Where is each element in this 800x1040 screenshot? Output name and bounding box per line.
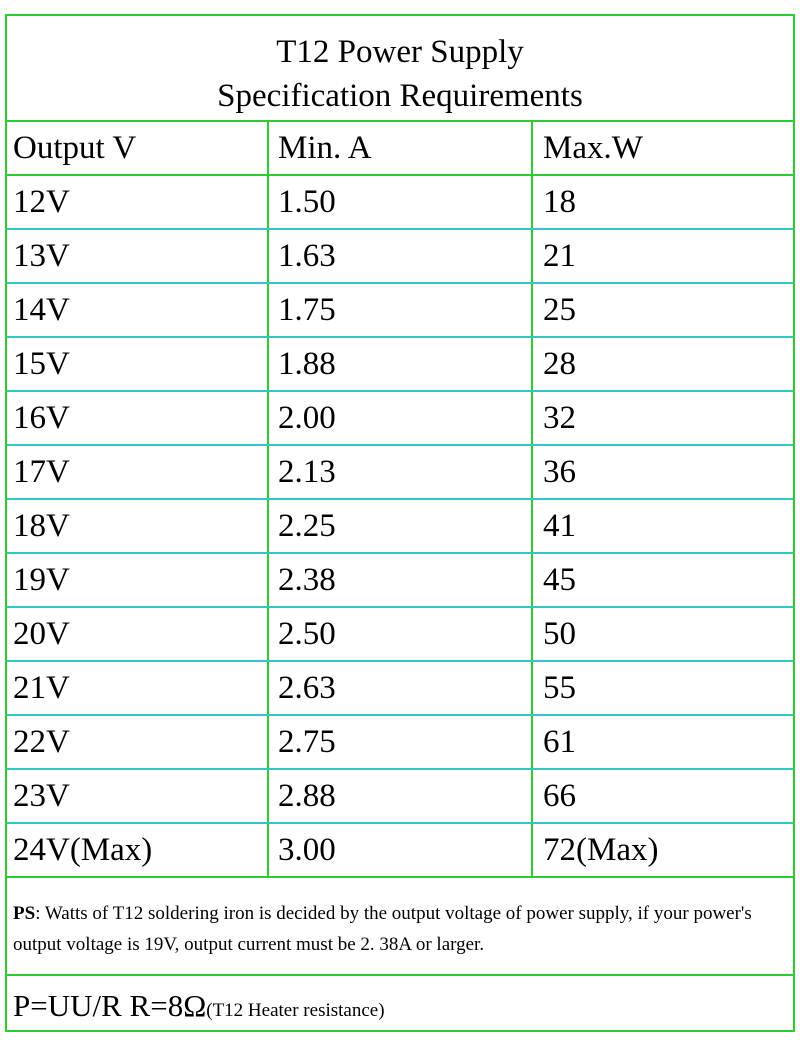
table-row: 22V 2.75 61 (7, 716, 793, 770)
table-row: 20V 2.50 50 (7, 608, 793, 662)
formula: P=UU/R R=8Ω(T12 Heater resistance) (7, 976, 793, 1024)
title: T12 Power Supply Specification Requireme… (7, 16, 793, 122)
table-cell: 2.13 (269, 446, 533, 498)
table-row: 15V 1.88 28 (7, 338, 793, 392)
table-cell: 22V (7, 716, 269, 768)
table-cell: 15V (7, 338, 269, 390)
table-cell: 2.63 (269, 662, 533, 714)
table-row: 24V(Max) 3.00 72(Max) (7, 824, 793, 878)
table-row: 23V 2.88 66 (7, 770, 793, 824)
table-cell: 25 (543, 292, 576, 328)
table-cell: 1.75 (269, 284, 533, 336)
table-cell: 61 (543, 724, 576, 760)
table-row: 17V 2.13 36 (7, 446, 793, 500)
title-line: T12 Power Supply (276, 34, 524, 70)
formula-main: P=UU/R R=8Ω (13, 988, 207, 1023)
table-cell: 16V (7, 392, 269, 444)
table-cell: 28 (543, 346, 576, 382)
table-cell: 1.63 (269, 230, 533, 282)
table-cell: 32 (543, 400, 576, 436)
table-cell: 55 (543, 670, 576, 706)
table-row: 21V 2.63 55 (7, 662, 793, 716)
table-cell: 45 (543, 562, 576, 598)
table-row: 19V 2.38 45 (7, 554, 793, 608)
table-cell: 2.75 (269, 716, 533, 768)
table-cell: 2.00 (269, 392, 533, 444)
table-row: 13V 1.63 21 (7, 230, 793, 284)
table-cell: 2.38 (269, 554, 533, 606)
table-cell: 17V (7, 446, 269, 498)
table-cell: 24V(Max) (7, 824, 269, 876)
formula-remark: (T12 Heater resistance) (206, 1000, 385, 1021)
table-cell: 19V (7, 554, 269, 606)
table-cell: 23V (7, 770, 269, 822)
table-cell: 72(Max) (543, 832, 659, 868)
table-row: 16V 2.00 32 (7, 392, 793, 446)
table-cell: 2.25 (269, 500, 533, 552)
table-cell: 21 (543, 238, 576, 274)
column-header: Output V (7, 122, 269, 174)
table-row: 18V 2.25 41 (7, 500, 793, 554)
table-cell: 12V (7, 176, 269, 228)
table-cell: 2.88 (269, 770, 533, 822)
note-label: PS (13, 903, 36, 924)
table-cell: 18V (7, 500, 269, 552)
table-cell: 14V (7, 284, 269, 336)
table-cell: 2.50 (269, 608, 533, 660)
table-row: 14V 1.75 25 (7, 284, 793, 338)
table-cell: 1.50 (269, 176, 533, 228)
spec-table: T12 Power Supply Specification Requireme… (5, 14, 795, 1032)
table-cell: 3.00 (269, 824, 533, 876)
table-cell: 20V (7, 608, 269, 660)
table-row: 12V 1.50 18 (7, 176, 793, 230)
table-cell: 13V (7, 230, 269, 282)
table-cell: 18 (543, 184, 576, 220)
note-text: : Watts of T12 soldering iron is decided… (13, 903, 752, 955)
note: PS: Watts of T12 soldering iron is decid… (7, 878, 793, 976)
title-line: Specification Requirements (217, 78, 583, 114)
table-cell: 41 (543, 508, 576, 544)
column-header: Max.W (543, 130, 643, 166)
table-cell: 21V (7, 662, 269, 714)
column-header: Min. A (269, 122, 533, 174)
table-cell: 50 (543, 616, 576, 652)
table-body: Output V Min. A Max.W 12V 1.50 18 13V 1.63 21 14V… (7, 122, 793, 878)
table-cell: 36 (543, 454, 576, 490)
header-row: Output V Min. A Max.W (7, 122, 793, 176)
table-cell: 66 (543, 778, 576, 814)
table-cell: 1.88 (269, 338, 533, 390)
